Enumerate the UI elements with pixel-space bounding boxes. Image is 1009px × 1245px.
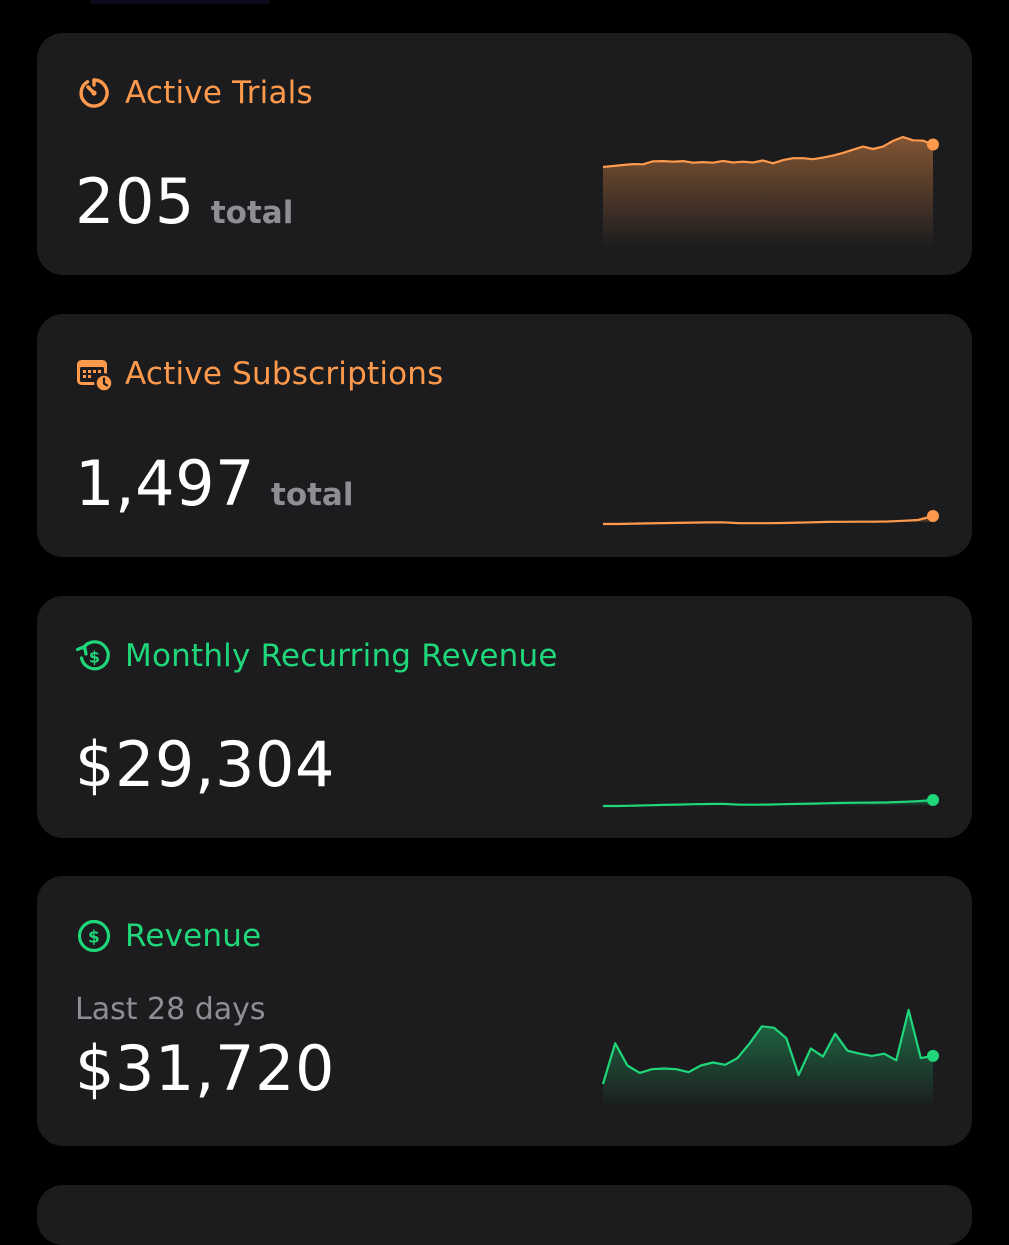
- sparkline-line: [603, 514, 934, 526]
- sparkline-area: [603, 1010, 933, 1108]
- sparkline-chart: [603, 510, 939, 526]
- metric-value: $29,304: [75, 728, 335, 801]
- dollar-circle-icon: $: [75, 917, 113, 955]
- sparkline-line: [602, 135, 934, 169]
- active-trials-card[interactable]: Active Trials 205 total: [37, 33, 972, 275]
- metric-value: 205: [75, 165, 195, 238]
- revenue-card[interactable]: $ Revenue Last 28 days $31,720: [37, 876, 972, 1146]
- metric-unit: total: [271, 477, 354, 513]
- card-title: $ Revenue: [75, 916, 261, 956]
- metric: 205 total: [75, 165, 293, 238]
- card-title: Active Trials: [75, 73, 313, 113]
- card-title-label: Active Trials: [125, 75, 313, 111]
- card-title-label: Revenue: [125, 918, 262, 954]
- active-subscriptions-card[interactable]: Active Subscriptions 1,497 total: [37, 314, 972, 557]
- metric: $31,720: [75, 1032, 351, 1105]
- sparkline-chart: [603, 794, 939, 808]
- metric: $29,304: [75, 728, 351, 801]
- sparkline-chart: [601, 1008, 939, 1108]
- timer-icon: [75, 74, 113, 112]
- sparkline-line: [603, 798, 934, 808]
- recurring-dollar-icon: $: [75, 637, 113, 675]
- date-range-label: Last 28 days: [75, 992, 266, 1027]
- metric-unit: total: [210, 195, 294, 231]
- sparkline-chart: [602, 135, 939, 247]
- metric: 1,497 total: [75, 447, 353, 520]
- sparkline-line: [601, 1008, 934, 1085]
- sparkline-area: [603, 137, 933, 247]
- metric-value: 1,497: [75, 447, 255, 520]
- card-title: $ Monthly Recurring Revenue: [75, 636, 558, 676]
- metric-value: $31,720: [75, 1032, 335, 1105]
- sparkline-endpoint: [927, 1049, 939, 1062]
- sparkline-endpoint: [927, 510, 939, 522]
- card-title: Active Subscriptions: [75, 354, 444, 394]
- previous-card-edge: [90, 0, 270, 4]
- next-card-edge: [37, 1185, 972, 1245]
- svg-text:$: $: [89, 648, 100, 667]
- card-title-label: Active Subscriptions: [125, 356, 444, 392]
- sparkline-endpoint: [927, 794, 939, 806]
- svg-text:$: $: [88, 928, 100, 948]
- monthly-recurring-revenue-card[interactable]: $ Monthly Recurring Revenue $29,304: [37, 596, 972, 838]
- sparkline-endpoint: [927, 138, 939, 151]
- card-title-label: Monthly Recurring Revenue: [125, 638, 558, 674]
- calendar-clock-icon: [75, 355, 113, 393]
